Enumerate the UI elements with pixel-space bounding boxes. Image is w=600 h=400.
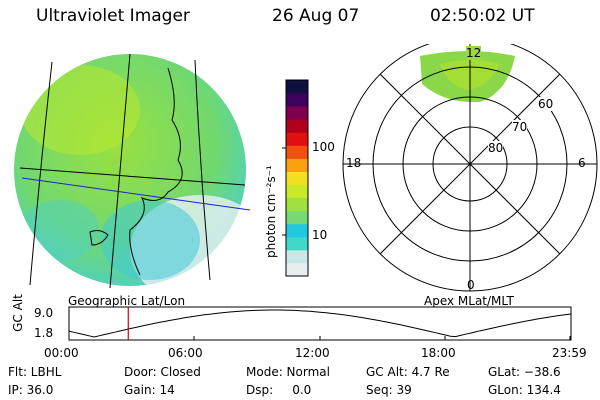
mlt-12-label: 12	[466, 46, 482, 60]
info-filter: Flt: LBHL	[8, 365, 62, 379]
colorbar-segment	[286, 158, 308, 172]
observation-date: 26 Aug 07	[272, 6, 360, 26]
instrument-title: Ultraviolet Imager	[36, 6, 190, 26]
mlt-0-label: 0	[467, 278, 475, 292]
colorbar-segment	[286, 119, 308, 133]
info-door: Door: Closed	[124, 365, 201, 379]
colorbar-segment	[286, 249, 308, 264]
colorbar-segment	[286, 223, 308, 238]
x-tick-0600: 06:00	[168, 346, 203, 360]
altitude-y-top: 9.0	[34, 306, 54, 320]
info-dsp: Dsp: 0.0	[246, 383, 312, 397]
colorbar-segment	[286, 80, 308, 94]
colorbar-segment	[286, 171, 308, 186]
info-geo-longitude: GLon: 134.4	[488, 383, 561, 397]
mlat-70-label: 70	[512, 120, 528, 134]
colorbar: photon cm⁻²s⁻¹	[264, 79, 309, 277]
mlt-6-label: 6	[578, 156, 586, 170]
altitude-curve	[68, 309, 572, 338]
colorbar-unit-label: photon cm⁻²s⁻¹	[264, 165, 278, 258]
mlt-18-label: 18	[346, 156, 362, 170]
colorbar-segment	[286, 145, 308, 159]
colorbar-tick-100: 100	[312, 140, 335, 154]
colorbar-segment	[286, 106, 308, 120]
coastline	[89, 67, 183, 276]
info-ip: IP: 36.0	[8, 383, 54, 397]
colorbar-segment	[286, 184, 308, 199]
auroral-disk-image	[14, 54, 246, 286]
info-gain: Gain: 14	[124, 383, 175, 397]
terminator-line	[21, 177, 251, 211]
colorbar-segment	[286, 236, 308, 251]
observation-time: 02:50:02 UT	[430, 6, 535, 26]
info-geo-latitude: GLat: −38.6	[488, 365, 561, 379]
x-tick-1200: 12:00	[295, 346, 330, 360]
x-tick-0000: 00:00	[44, 346, 79, 360]
info-gc-altitude: GC Alt: 4.7 Re	[366, 365, 450, 379]
altitude-ylabel: GC Alt	[11, 294, 25, 332]
mlat-60-label: 60	[538, 97, 554, 111]
geographic-grid	[19, 53, 246, 289]
altitude-plot	[68, 306, 572, 341]
colorbar-segment	[286, 262, 308, 277]
colorbar-tick-10: 10	[312, 228, 328, 242]
x-tick-1800: 18:00	[421, 346, 456, 360]
mlat-80-label: 80	[488, 141, 504, 155]
colorbar-segment	[286, 93, 308, 107]
geographic-image-panel	[14, 53, 251, 289]
x-tick-2359: 23:59	[552, 346, 587, 360]
polar-grid	[342, 44, 598, 292]
colorbar-gradient	[286, 80, 308, 277]
info-mode: Mode: Normal	[246, 365, 330, 379]
colorbar-segment	[286, 197, 308, 212]
polar-panel-title: Apex MLat/MLT	[424, 294, 514, 308]
colorbar-segment	[286, 132, 308, 146]
info-sequence: Seq: 39	[366, 383, 412, 397]
geographic-panel-title: Geographic Lat/Lon	[68, 294, 186, 308]
colorbar-segment	[286, 210, 308, 225]
altitude-y-bottom: 1.8	[34, 326, 54, 340]
polar-mlt-panel	[342, 44, 598, 292]
